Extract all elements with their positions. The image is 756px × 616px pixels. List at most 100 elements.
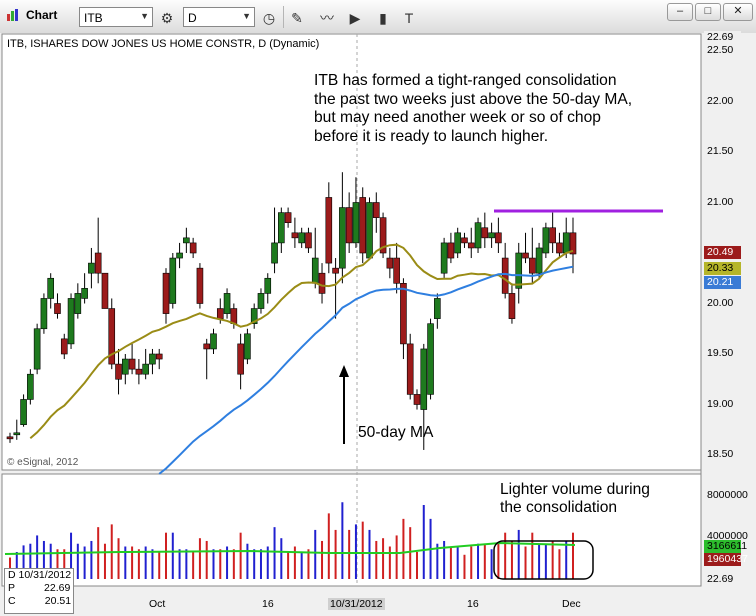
candle-body (94, 252, 102, 274)
candle-body (332, 267, 339, 274)
maximize-button[interactable]: □ (695, 3, 721, 21)
symbol-input[interactable]: ITB ▼ (79, 7, 153, 27)
data-window: D 10/31/2012 P 22.69 C 20.51 (4, 568, 74, 614)
price-axis-label: 19.00 (707, 397, 734, 410)
pencil-icon[interactable]: ✎ (291, 10, 303, 26)
price-tag-ma50: 20.21 (704, 276, 741, 289)
candle-body (27, 373, 34, 400)
candle-body (562, 232, 570, 254)
interval-input[interactable]: D ▼ (183, 7, 255, 27)
candle-body (47, 277, 54, 299)
candle-body (495, 232, 502, 244)
candle-body (271, 242, 278, 264)
candle-body (461, 237, 468, 244)
candle-body (440, 242, 448, 274)
price-axis-label: 18.50 (707, 448, 734, 460)
volume-axis-label: 4000000 (707, 530, 748, 542)
candle-body (128, 358, 136, 370)
settings-circle-icon[interactable]: ⚙ (160, 10, 174, 26)
chevron-down-icon[interactable]: ▼ (140, 11, 149, 21)
candle-body (345, 207, 353, 244)
candle-body (203, 343, 211, 350)
candle-body (508, 293, 516, 319)
candle-body (20, 399, 27, 426)
candle-body (216, 308, 224, 319)
candle-body (339, 207, 346, 269)
candle-body (183, 237, 190, 244)
candle-body (393, 257, 400, 284)
candle-body (515, 252, 523, 289)
candle-body (420, 348, 428, 410)
candle-body (244, 333, 251, 360)
close-button[interactable]: ✕ (723, 3, 753, 21)
ma20-line (29, 243, 574, 439)
candle-body (488, 232, 495, 239)
volume-ma-line (4, 541, 576, 555)
line-draw-icon[interactable]: 〰 (320, 10, 334, 26)
candle-body (122, 358, 129, 375)
candle-body (549, 227, 556, 244)
candle-body (474, 222, 482, 249)
candle-body (88, 262, 95, 274)
interval-value: D (188, 11, 197, 25)
chart-type-icon[interactable]: ▮ (379, 10, 387, 26)
candle-body (413, 394, 421, 405)
price-axis-label: 19.50 (707, 347, 734, 359)
candle-body (535, 247, 543, 274)
candle-body (33, 328, 41, 370)
candle-body (135, 368, 143, 375)
chart-toolbar: Chart ITB ▼ ⚙ D ▼ ◷ ✎ 〰 ▶ ▮ T – □ ✕ (0, 0, 756, 34)
candle-body (101, 272, 109, 309)
price-tag-ma20: 20.33 (704, 262, 741, 275)
candle-body (67, 298, 75, 345)
price-axis-label: 21.00 (707, 195, 734, 208)
candle-body (60, 338, 68, 355)
data-window-close: C 20.51 (8, 595, 72, 607)
candle-body (284, 212, 292, 224)
candle-body (162, 272, 170, 314)
annotation-50-day-ma: 50-day MA (358, 424, 434, 441)
price-tag-close: 20.49 (704, 246, 741, 259)
candle-body (223, 293, 231, 314)
candle-body (81, 288, 88, 299)
volume-highlight-box (493, 540, 594, 580)
candle-body (318, 272, 326, 294)
candle-body (569, 232, 577, 255)
candle-body (230, 308, 238, 324)
candle-body (74, 293, 82, 314)
candle-body (305, 232, 312, 249)
candle-body (13, 432, 21, 436)
candle-body (379, 217, 387, 254)
play-circle-icon[interactable]: ▶ (349, 10, 361, 26)
data-window-price: P 22.69 (8, 582, 71, 594)
clock-icon[interactable]: ◷ (262, 10, 276, 26)
candle-body (467, 242, 475, 249)
candle-body (115, 363, 122, 380)
candle-body (54, 303, 61, 314)
candle-body (325, 197, 333, 264)
candle-body (406, 343, 414, 395)
symbol-value: ITB (84, 11, 103, 25)
candle-body (366, 202, 373, 259)
candle-body (257, 293, 265, 309)
candle-body (454, 232, 461, 254)
text-tool-icon[interactable]: T (404, 10, 414, 26)
candle-body (264, 277, 272, 294)
candle-body (311, 257, 319, 284)
minimize-button[interactable]: – (667, 3, 693, 21)
chevron-down-icon[interactable]: ▼ (242, 11, 251, 21)
candle-body (189, 242, 197, 254)
x-axis-label: Dec (562, 598, 581, 610)
candle-body (352, 202, 360, 244)
candle-body (278, 212, 285, 244)
chart-title: ITB, ISHARES DOW JONES US HOME CONSTR, D… (7, 38, 320, 50)
annotation-consolidation: ITB has formed a tight-ranged consolidat… (314, 72, 633, 145)
price-chart[interactable] (0, 33, 756, 616)
candle-body (169, 257, 177, 304)
data-window-date: D 10/31/2012 (8, 569, 72, 581)
x-axis-label: 16 (262, 598, 274, 610)
candle-body (196, 267, 204, 304)
candle-body (142, 363, 149, 375)
candle-body (556, 242, 563, 254)
candle-body (155, 353, 163, 360)
